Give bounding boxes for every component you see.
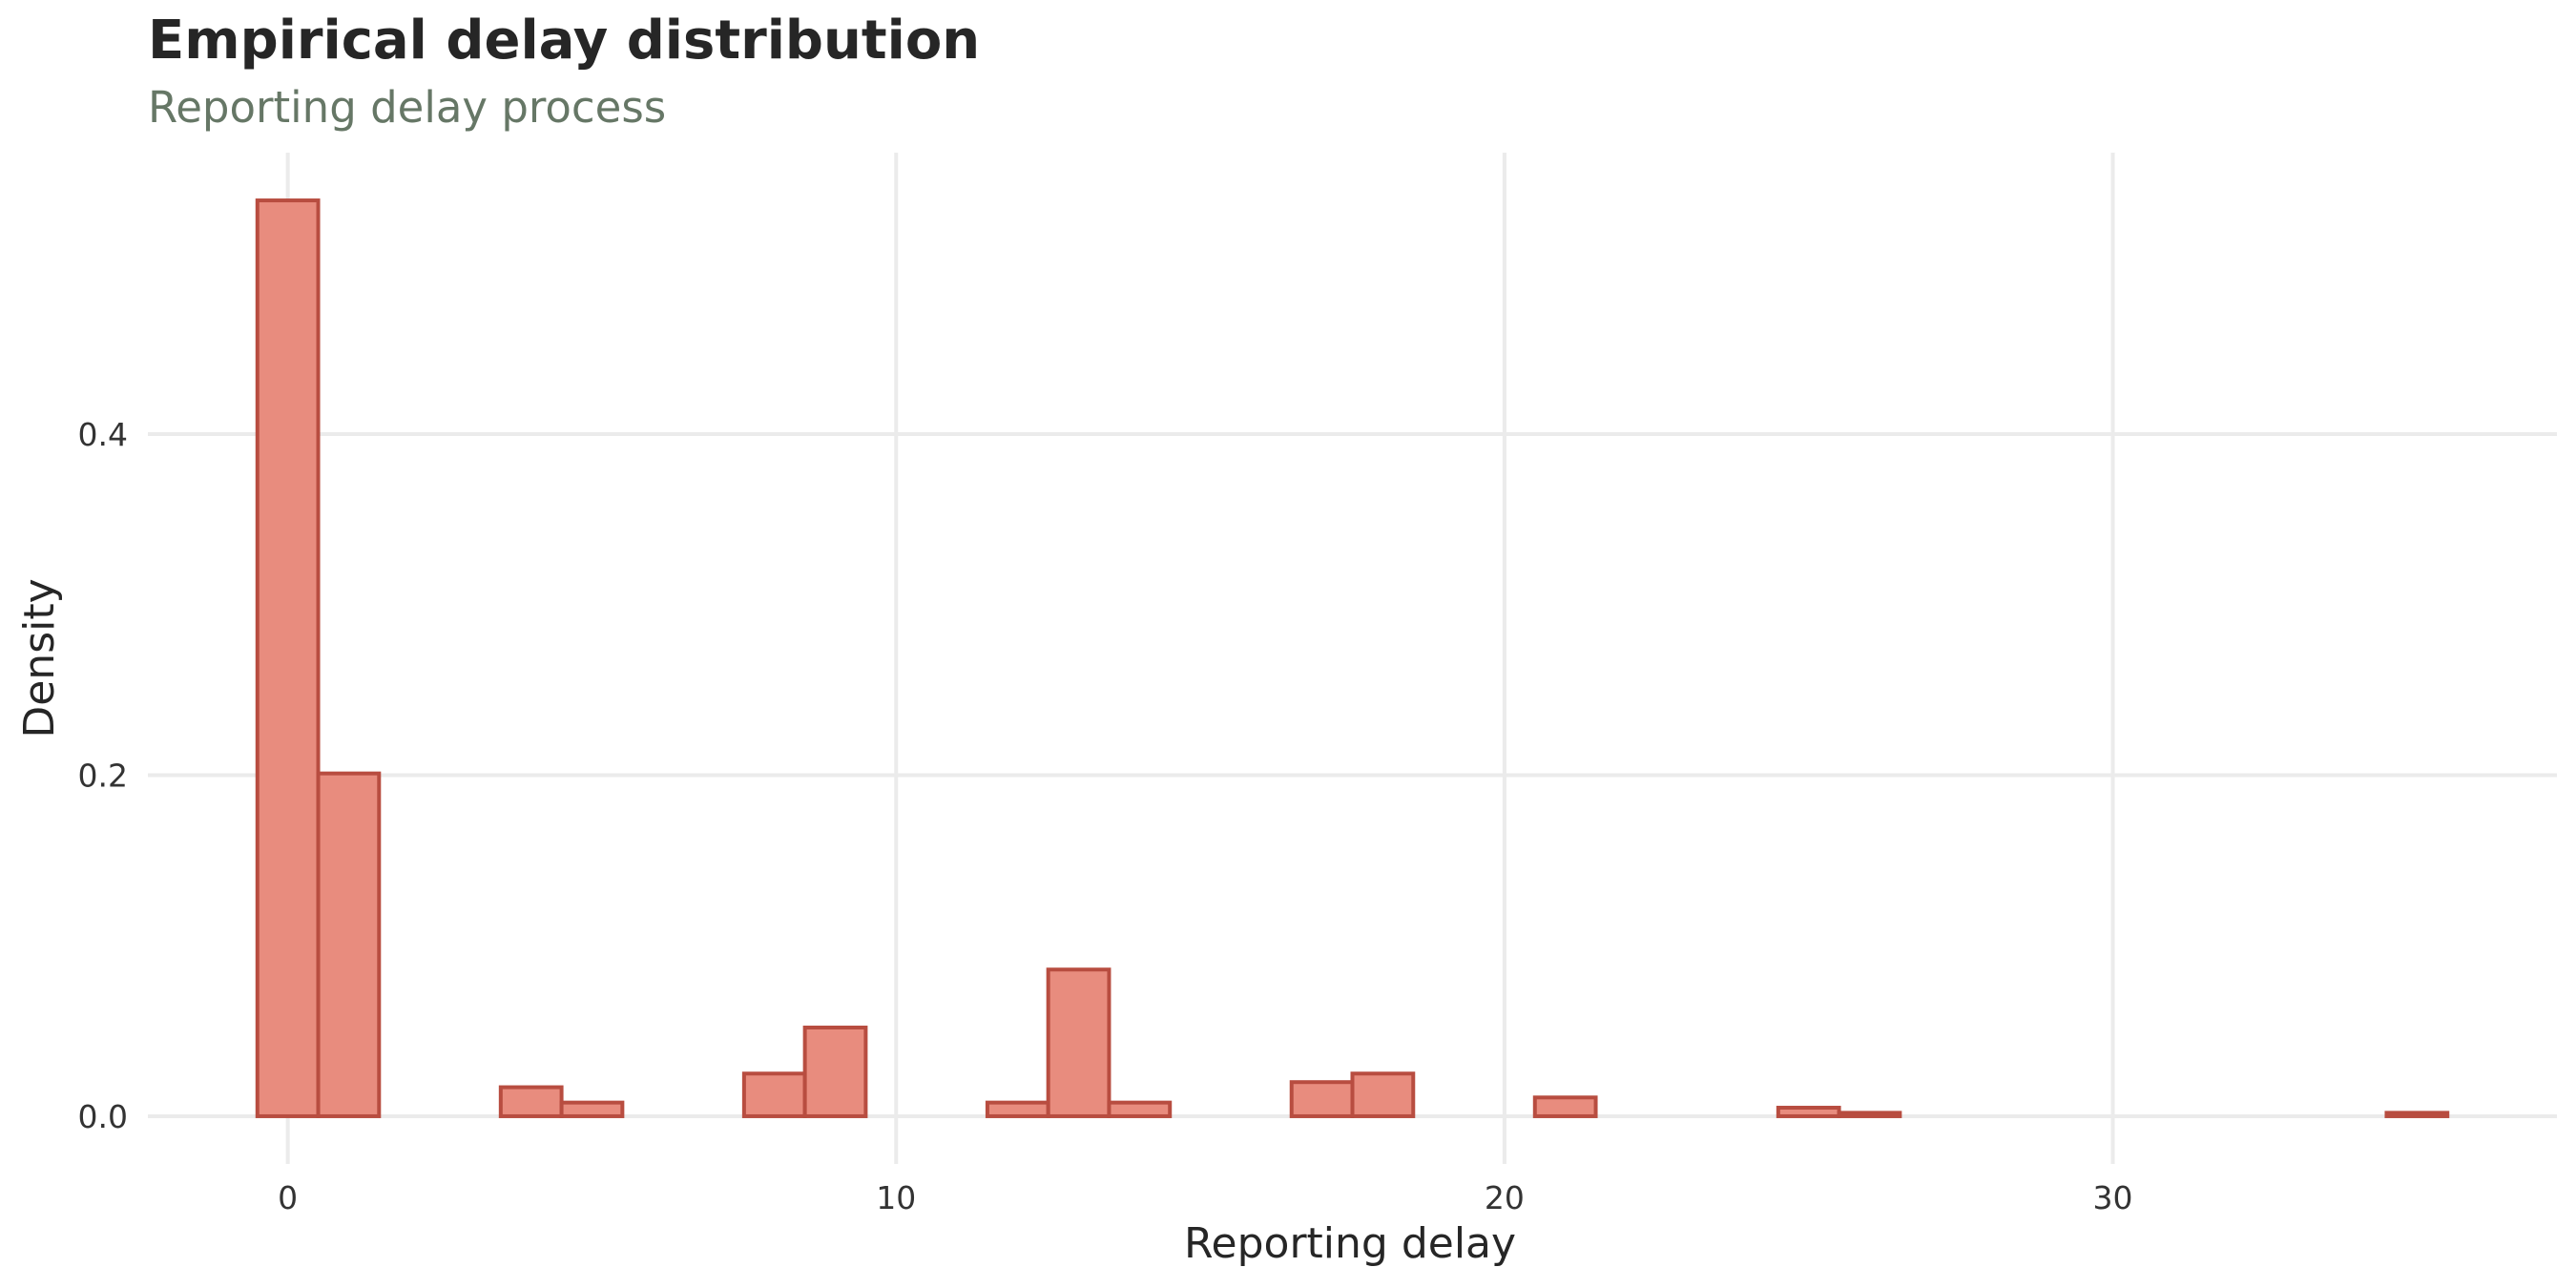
y-axis-title: Density — [15, 578, 64, 737]
histogram-bar — [985, 1100, 1050, 1118]
histogram-bar — [1289, 1080, 1355, 1118]
x-tick-label: 10 — [876, 1179, 916, 1216]
x-tick-label: 0 — [278, 1179, 298, 1216]
grid-lines — [148, 153, 2557, 1164]
histogram-bar — [1532, 1095, 1598, 1118]
histogram-bar — [1046, 967, 1111, 1118]
histogram-bar — [1107, 1100, 1173, 1118]
histogram-bar — [255, 198, 321, 1118]
histogram-bar — [2384, 1111, 2450, 1118]
histogram-bar — [1776, 1106, 1841, 1118]
x-axis-title: Reporting delay — [1184, 1219, 1516, 1268]
histogram-bar — [1350, 1071, 1416, 1118]
histogram-bar — [802, 1025, 868, 1118]
histogram-bar — [1837, 1111, 1902, 1118]
x-tick-label: 30 — [2093, 1179, 2133, 1216]
y-tick-label: 0.0 — [78, 1098, 128, 1135]
tick-labels: 0 10 20 30 0.0 0.2 0.4 — [78, 416, 2133, 1216]
x-tick-label: 20 — [1485, 1179, 1525, 1216]
histogram-bar — [741, 1071, 807, 1118]
histogram-bars — [255, 198, 2450, 1118]
histogram-bar — [559, 1100, 625, 1118]
histogram-bar — [316, 771, 382, 1118]
y-tick-label: 0.4 — [78, 416, 128, 453]
y-tick-label: 0.2 — [78, 757, 128, 794]
chart-subtitle: Reporting delay process — [148, 82, 667, 133]
histogram-bar — [498, 1085, 564, 1118]
chart-title: Empirical delay distribution — [148, 10, 981, 72]
